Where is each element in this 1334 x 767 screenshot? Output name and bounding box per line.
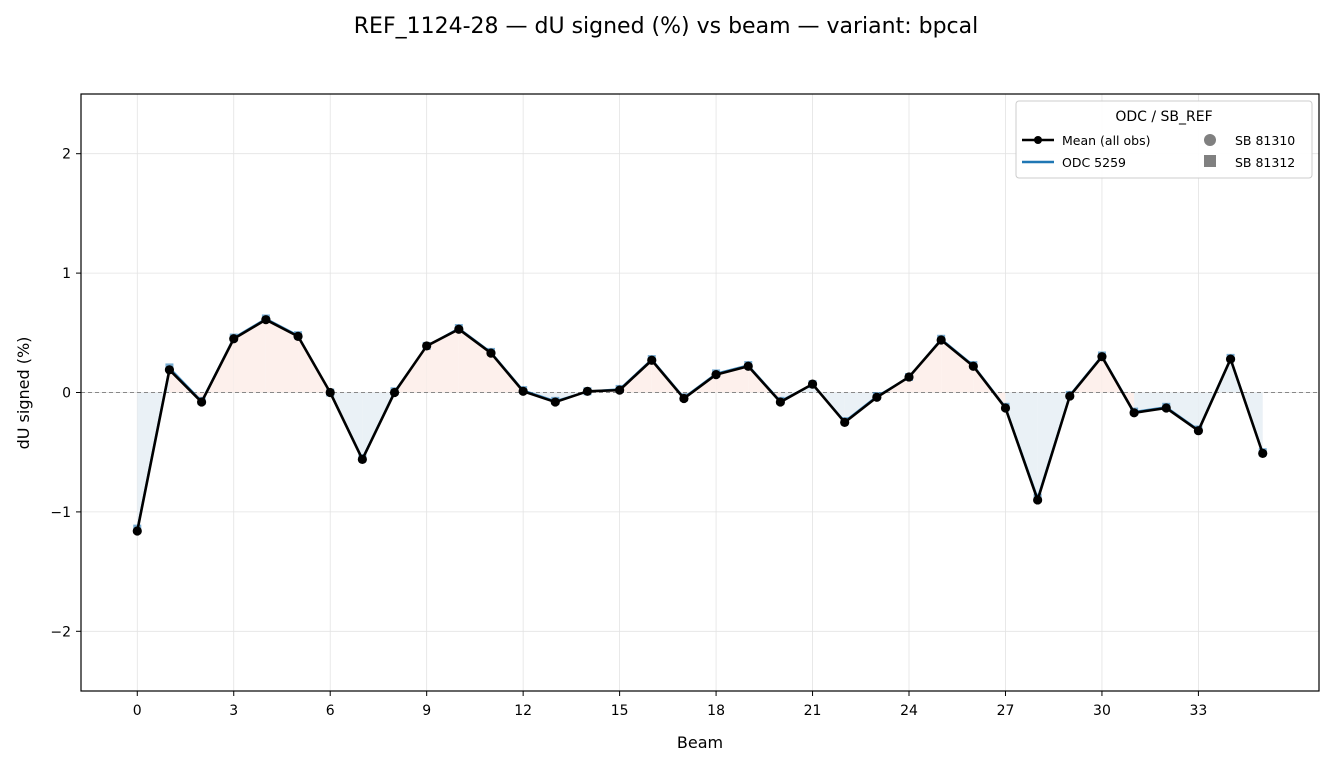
legend-box: [1015, 100, 1313, 179]
mean-point: [582, 386, 593, 396]
mean-point: [1129, 408, 1139, 418]
x-tick-label: 18: [707, 703, 725, 719]
mean-point: [357, 454, 367, 464]
mean-point: [422, 341, 432, 351]
x-tick-label: 33: [1190, 703, 1208, 719]
fill-segment: [233, 319, 266, 393]
x-axis-label: Beam: [677, 733, 723, 752]
mean-point: [904, 372, 914, 382]
x-tick-label: 9: [422, 703, 431, 719]
fill-segment: [426, 329, 459, 393]
x-axis-ticks: 0 3 6 9 12 15 18 21 24 27 30 33: [133, 691, 1208, 719]
legend-mean-marker: [1034, 136, 1042, 144]
y-tick-label: −1: [50, 505, 71, 521]
x-tick-label: 24: [900, 703, 918, 719]
mean-point: [872, 392, 882, 402]
legend-entry-odc: ODC 5259: [1062, 155, 1126, 170]
x-tick-label: 12: [514, 703, 532, 719]
x-tick-label: 6: [326, 703, 335, 719]
mean-point: [679, 393, 689, 404]
mean-point: [196, 397, 207, 407]
x-tick-label: 30: [1093, 703, 1111, 719]
x-tick-label: 27: [997, 703, 1015, 719]
fill-segment: [909, 339, 942, 393]
legend-square-marker: [1204, 155, 1216, 167]
legend-entry-mean: Mean (all obs): [1062, 133, 1150, 148]
x-tick-label: 3: [229, 703, 238, 719]
mean-point: [261, 315, 271, 325]
mean-point: [1161, 403, 1171, 413]
mean-point: [389, 387, 400, 398]
mean-point: [840, 417, 850, 427]
legend-circle-marker: [1204, 134, 1216, 146]
mean-point: [615, 385, 625, 395]
mean-point: [647, 355, 657, 365]
mean-point: [936, 335, 946, 345]
legend-title: ODC / SB_REF: [1115, 109, 1212, 125]
mean-point: [164, 365, 175, 375]
y-axis-ticks: −2 −1 0 1 2: [50, 147, 81, 640]
x-tick-label: 21: [804, 703, 822, 719]
mean-point: [550, 397, 560, 407]
mean-point: [807, 379, 818, 389]
mean-point: [229, 334, 239, 344]
mean-point: [775, 397, 785, 407]
legend-entry-sb-81310: SB 81310: [1235, 133, 1295, 148]
x-tick-label: 0: [133, 703, 142, 719]
mean-point: [293, 331, 303, 341]
mean-point: [743, 361, 753, 371]
y-tick-label: 1: [62, 266, 71, 282]
mean-point: [1000, 403, 1011, 413]
fill-segment: [1166, 392, 1199, 431]
y-tick-label: −2: [50, 624, 71, 640]
y-tick-label: 0: [62, 386, 71, 402]
mean-point: [518, 386, 528, 396]
mean-line: [135, 318, 1264, 532]
fill-segment: [265, 319, 299, 393]
chart-title: REF_1124-28 — dU signed (%) vs beam — va…: [354, 14, 978, 39]
mean-point: [968, 361, 978, 371]
mean-point: [1193, 426, 1204, 436]
mean-point: [454, 324, 464, 334]
mean-point: [325, 387, 335, 398]
legend: ODC / SB_REF Mean (all obs) ODC 5259 SB …: [1015, 100, 1313, 179]
mean-point: [132, 526, 142, 536]
mean-series: [132, 315, 1268, 536]
mean-point: [1033, 495, 1043, 505]
x-tick-label: 15: [611, 703, 629, 719]
fill-segment: [458, 329, 491, 393]
mean-point: [1065, 391, 1075, 401]
legend-entry-sb-81312: SB 81312: [1235, 155, 1295, 170]
y-axis-label: dU signed (%): [14, 337, 33, 450]
mean-point: [711, 369, 721, 380]
fill-segment: [941, 339, 974, 393]
y-tick-label: 2: [62, 147, 71, 163]
mean-point: [486, 348, 496, 358]
mean-point: [1225, 354, 1236, 364]
mean-point: [1097, 352, 1107, 362]
mean-point: [1258, 448, 1268, 458]
